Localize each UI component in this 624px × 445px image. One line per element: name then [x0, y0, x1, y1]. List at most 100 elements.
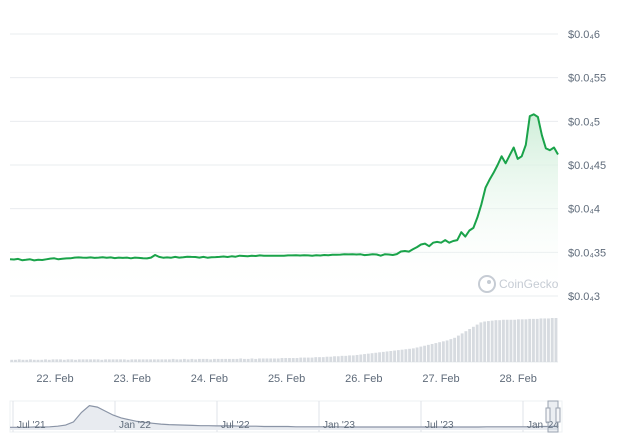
volume-bar — [550, 318, 554, 362]
navigator-line — [10, 405, 559, 428]
volume-bar — [149, 359, 153, 362]
navigator-labels: Jul '21 Jan '22 Jul '22 Jan '23 Jul '23 Jan '… — [17, 420, 559, 431]
volume-bar — [359, 354, 363, 362]
volume-bar — [175, 359, 179, 362]
volume-bar — [490, 320, 494, 362]
volume-bar — [456, 335, 460, 362]
volume-bar — [81, 359, 85, 362]
y-tick-label: $0.0₄4 — [568, 204, 600, 216]
volume-bar — [378, 352, 381, 362]
coingecko-watermark: CoinGecko — [478, 275, 559, 293]
volume-bar — [243, 358, 246, 362]
volume-bar — [524, 319, 528, 362]
x-tick-label: 26. Feb — [345, 373, 382, 385]
volume-bar — [419, 346, 423, 362]
volume-bar — [468, 329, 472, 362]
volume-bar — [44, 359, 47, 362]
volume-bar — [254, 358, 258, 362]
volume-bar — [453, 337, 457, 362]
volume-bar — [261, 358, 265, 362]
volume-bar — [51, 359, 55, 362]
volume-bar — [291, 358, 295, 362]
volume-bar — [209, 359, 213, 362]
navigator-tick-label: Jan '24 — [527, 420, 559, 431]
volume-bar — [400, 349, 404, 362]
navigator[interactable]: Jul '21 Jan '22 Jul '22 Jan '23 Jul '23 Jan '… — [9, 400, 563, 433]
volume-bar — [363, 354, 366, 362]
y-tick-label: $0.0₄45 — [568, 160, 606, 172]
volume-bar — [303, 357, 306, 362]
y-tick-label: $0.0₄3 — [568, 291, 600, 303]
volume-bar — [366, 353, 370, 362]
navigator-handle-left[interactable] — [545, 407, 551, 423]
volume-bar — [445, 340, 449, 362]
volume-bar — [288, 358, 291, 362]
volume-bar — [547, 318, 550, 362]
volume-bar — [374, 352, 378, 362]
volume-bar — [329, 356, 333, 362]
volume-bar — [479, 322, 483, 362]
volume-bar — [528, 318, 532, 362]
volume-bar — [122, 359, 126, 362]
volume-bar — [498, 320, 502, 362]
volume-bar — [126, 359, 130, 362]
volume-bar — [381, 351, 385, 362]
volume-bar — [415, 347, 419, 362]
navigator-handle-right[interactable] — [555, 407, 561, 423]
volume-bar — [32, 359, 36, 362]
volume-bar — [152, 359, 156, 362]
price-line — [9, 113, 559, 262]
volume-bar — [318, 357, 321, 362]
volume-bar — [186, 359, 190, 362]
volume-bar — [145, 359, 149, 362]
volume-bar — [426, 344, 430, 362]
volume-bars — [10, 318, 558, 362]
volume-bar — [554, 318, 558, 362]
volume-bar — [340, 355, 344, 362]
volume-bar — [423, 345, 427, 362]
volume-bar — [411, 348, 415, 362]
y-axis-labels: $0.0₄6 $0.0₄55 $0.0₄5 $0.0₄45 $0.0₄4 $0.0₄35 $… — [568, 29, 606, 303]
volume-bar — [62, 359, 66, 362]
volume-bar — [220, 358, 224, 362]
volume-bar — [14, 359, 17, 362]
volume-bar — [333, 356, 336, 362]
volume-bar — [385, 351, 389, 362]
volume-bar — [36, 359, 40, 362]
volume-bar — [475, 324, 479, 362]
volume-bar — [344, 355, 348, 362]
volume-bar — [449, 339, 453, 362]
volume-bar — [325, 356, 329, 362]
volume-bar — [370, 353, 374, 362]
volume-bar — [299, 357, 303, 362]
volume-bar — [205, 358, 209, 362]
y-tick-label: $0.0₄55 — [568, 73, 606, 85]
volume-bar — [239, 358, 243, 362]
volume-bar — [201, 358, 205, 362]
navigator-tick-label: Jul '23 — [425, 420, 454, 431]
navigator-tick-label: Jan '22 — [119, 420, 151, 431]
x-tick-label: 23. Feb — [114, 373, 151, 385]
x-axis-labels: 22. Feb 23. Feb 24. Feb 25. Feb 26. Feb 27. F… — [36, 373, 537, 385]
volume-bar — [265, 358, 269, 362]
navigator-tick-label: Jul '22 — [221, 420, 250, 431]
volume-bar — [107, 359, 111, 362]
y-tick-label: $0.0₄5 — [568, 116, 600, 128]
navigator-tick-label: Jan '23 — [323, 420, 355, 431]
volume-bar — [509, 319, 513, 362]
volume-bar — [25, 359, 29, 362]
volume-bar — [74, 359, 77, 362]
navigator-tick-label: Jul '21 — [17, 420, 46, 431]
volume-bar — [306, 357, 310, 362]
volume-bar — [276, 358, 280, 362]
volume-bar — [539, 318, 543, 362]
volume-bar — [532, 318, 535, 362]
x-tick-label: 22. Feb — [36, 373, 73, 385]
volume-bar — [408, 348, 412, 362]
volume-bar — [115, 359, 119, 362]
volume-bar — [197, 358, 201, 362]
volume-bar — [227, 358, 231, 362]
volume-bar — [348, 355, 351, 362]
volume-bar — [171, 358, 175, 362]
